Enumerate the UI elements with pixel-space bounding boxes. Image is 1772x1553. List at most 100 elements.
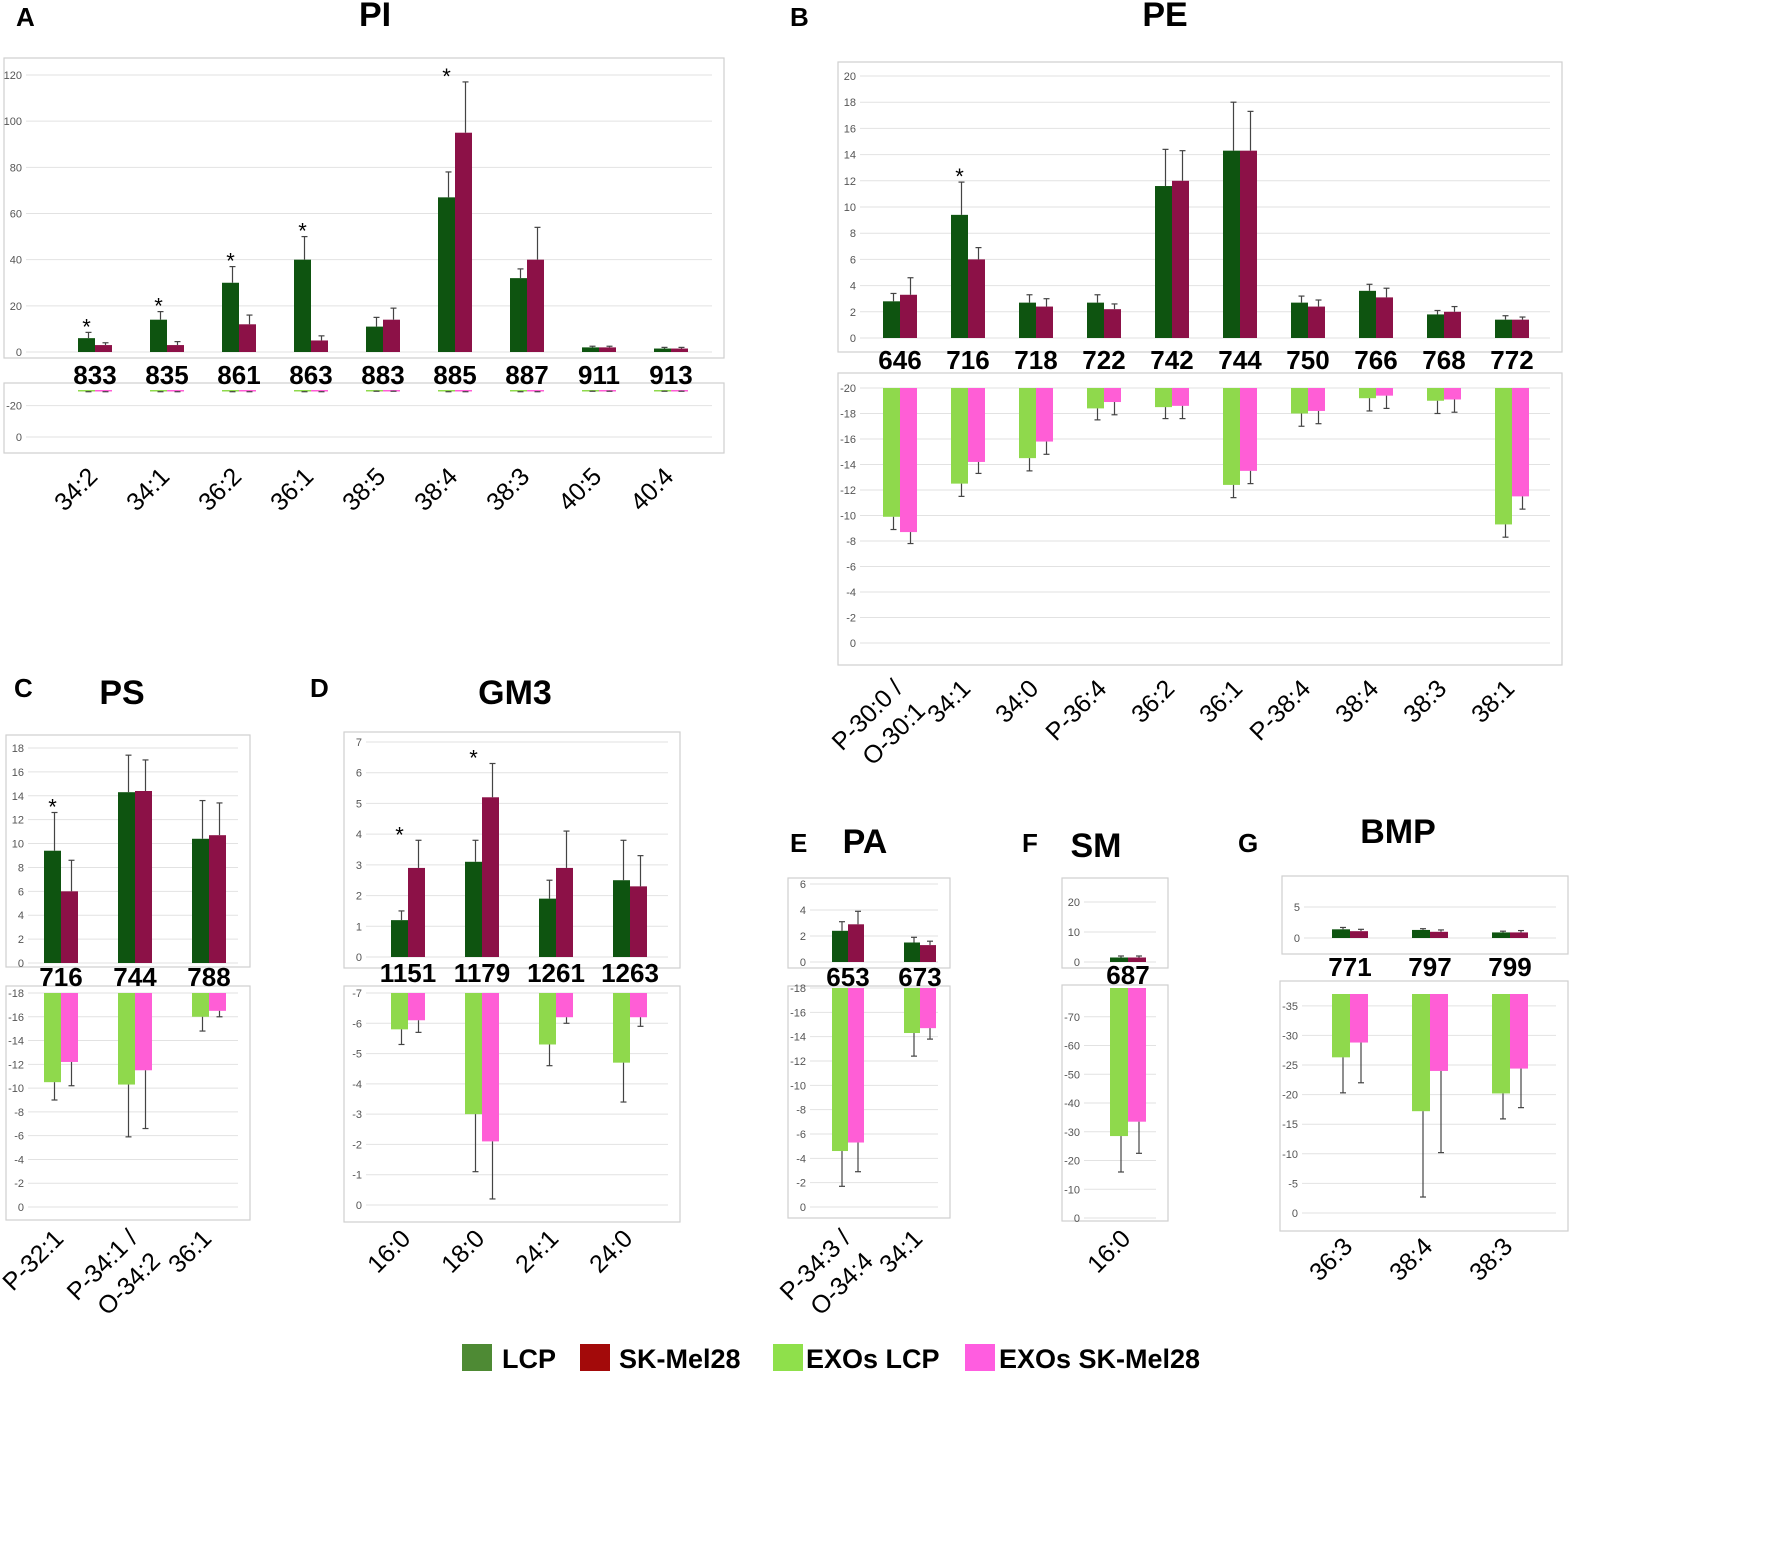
bottom-plot-frame (343, 985, 681, 1223)
bottom-tick-label: 0 (850, 638, 856, 650)
bar-exos-lcp (1223, 388, 1240, 485)
bottom-tick-label: -8 (796, 1105, 806, 1117)
bottom-tick-label: -6 (14, 1131, 24, 1143)
bar-exos-sk-mel28 (1128, 988, 1146, 1122)
panel-A: A PI 0 20 40 60 80 100 120 0 -20 * 833 34:2 * 835 34:1 * 8… (3, 0, 725, 517)
bottom-tick-label: -20 (6, 401, 22, 413)
bar-sk-mel28 (61, 891, 78, 963)
bar-exos-sk-mel28 (1036, 388, 1053, 442)
bar-sk-mel28 (920, 945, 936, 962)
mz-label: 887 (505, 360, 548, 390)
mz-label: 716 (39, 962, 82, 992)
bar-sk-mel28 (1444, 311, 1461, 338)
legend-label: SK-Mel28 (619, 1344, 741, 1374)
category-label-line: 18:0 (436, 1224, 490, 1278)
bottom-tick-label: -10 (1282, 1149, 1298, 1161)
category-label: 38:4 (1330, 674, 1384, 728)
top-tick-label: 2 (800, 931, 806, 943)
category-label-line: 38:4 (409, 462, 463, 516)
panel-letter: G (1238, 828, 1258, 858)
bar-exos-lcp (1495, 388, 1512, 525)
bar-exos-sk-mel28 (311, 390, 328, 392)
bar-lcp (1492, 932, 1510, 938)
bottom-tick-label: -35 (1282, 1001, 1298, 1013)
top-tick-label: 5 (356, 798, 362, 810)
panel-title: PS (99, 674, 144, 712)
category-label-line: 36:2 (1126, 674, 1180, 728)
category-label: P-34:3 /O-34:4 (775, 1224, 879, 1328)
top-tick-label: 2 (18, 934, 24, 946)
bar-exos-sk-mel28 (1104, 388, 1121, 403)
bottom-plot-frame (1061, 984, 1169, 1222)
bar-lcp (192, 838, 209, 963)
bar-sk-mel28 (383, 319, 400, 352)
category-label-line: 38:4 (1330, 674, 1384, 728)
bottom-tick-label: 0 (1292, 1208, 1298, 1220)
category-label-line: 38:4 (1384, 1232, 1438, 1286)
bar-sk-mel28 (1510, 932, 1528, 938)
bar-exos-sk-mel28 (482, 993, 499, 1142)
mz-label: 771 (1328, 952, 1371, 982)
top-tick-label: 16 (844, 123, 856, 135)
bottom-tick-label: -10 (790, 1080, 806, 1092)
bar-exos-lcp (78, 390, 95, 392)
mz-label: 766 (1354, 345, 1397, 375)
bottom-tick-label: -20 (840, 383, 856, 395)
bottom-tick-label: 0 (356, 1200, 362, 1212)
bar-exos-lcp (904, 988, 920, 1034)
bottom-tick-label: -8 (846, 536, 856, 548)
mz-label: 744 (1218, 345, 1262, 375)
significance-star: * (955, 164, 964, 189)
bar-lcp (1110, 957, 1128, 962)
bar-exos-lcp (294, 390, 311, 392)
top-tick-label: 0 (1074, 957, 1080, 969)
top-tick-label: 8 (18, 862, 24, 874)
top-tick-label: 6 (800, 879, 806, 891)
bar-exos-sk-mel28 (630, 993, 647, 1018)
category-label: P-32:1 (0, 1224, 69, 1296)
bar-exos-sk-mel28 (527, 390, 544, 392)
bar-sk-mel28 (167, 345, 184, 352)
significance-star: * (469, 746, 478, 771)
bar-exos-sk-mel28 (848, 988, 864, 1143)
top-tick-label: 6 (850, 254, 856, 266)
bar-sk-mel28 (630, 886, 647, 957)
legend-item: LCP (462, 1344, 556, 1374)
legend: LCP SK-Mel28 EXOs LCP EXOs SK-Mel28 (462, 1344, 1200, 1374)
bar-exos-lcp (951, 388, 968, 484)
mz-label: 1263 (601, 958, 659, 988)
bar-sk-mel28 (1512, 319, 1529, 338)
mz-label: 883 (361, 360, 404, 390)
bar-sk-mel28 (1104, 309, 1121, 338)
legend-item: EXOs LCP (773, 1344, 940, 1374)
top-tick-label: 2 (850, 307, 856, 319)
mz-label: 799 (1488, 952, 1531, 982)
bar-exos-sk-mel28 (61, 993, 78, 1062)
bar-lcp (1495, 319, 1512, 338)
bottom-tick-label: -20 (1064, 1156, 1080, 1168)
top-tick-label: 1 (356, 921, 362, 933)
bar-sk-mel28 (239, 324, 256, 352)
top-tick-label: 2 (356, 891, 362, 903)
category-label-line: 34:1 (874, 1224, 928, 1278)
bar-lcp (582, 347, 599, 352)
mz-label: 911 (578, 360, 620, 390)
bar-lcp (44, 850, 61, 963)
legend-swatch (580, 1344, 610, 1371)
top-tick-label: 0 (1294, 933, 1300, 945)
top-tick-label: 8 (850, 228, 856, 240)
category-label-line: P-36:4 (1040, 674, 1112, 746)
bar-exos-lcp (1110, 988, 1128, 1137)
category-label-line: 38:3 (481, 462, 535, 516)
bottom-tick-label: -4 (846, 587, 856, 599)
category-label-line: 24:1 (510, 1224, 564, 1278)
bottom-tick-label: -14 (790, 1032, 806, 1044)
top-tick-label: 20 (10, 301, 22, 313)
bottom-plot-frame (787, 985, 951, 1219)
category-label: 36:1 (163, 1224, 217, 1278)
bottom-tick-label: -10 (840, 511, 856, 523)
bar-exos-sk-mel28 (1444, 388, 1461, 400)
top-tick-label: 18 (12, 743, 24, 755)
bar-lcp (883, 301, 900, 338)
bar-exos-lcp (613, 993, 630, 1063)
